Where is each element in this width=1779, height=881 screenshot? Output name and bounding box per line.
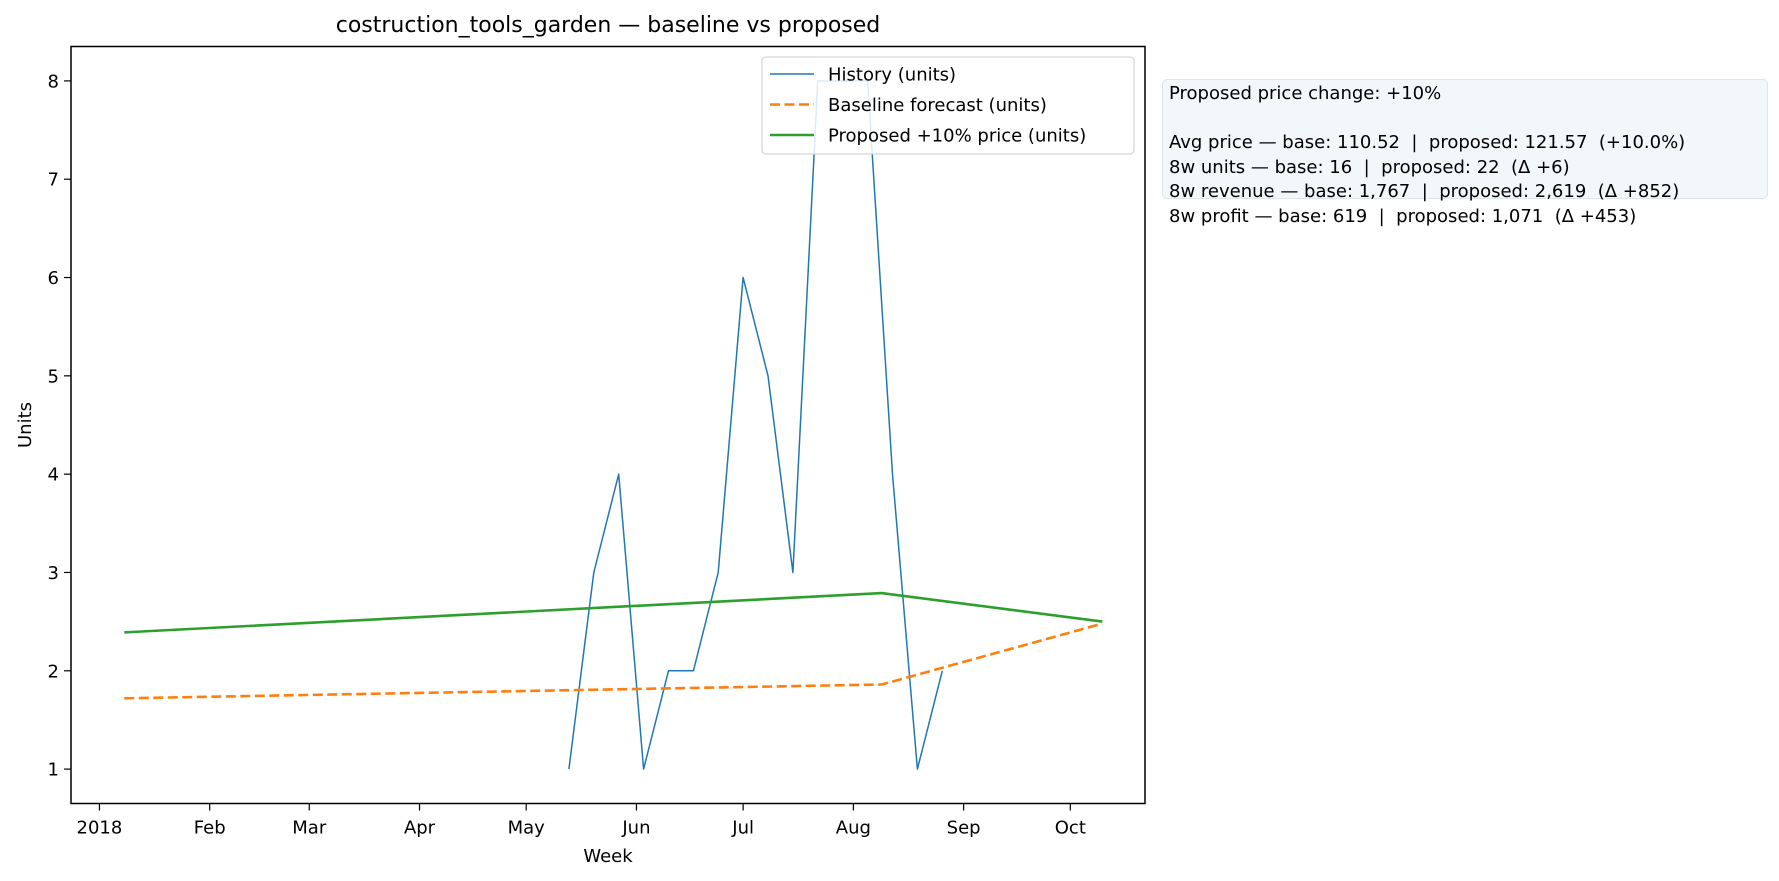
y-tick-label-2: 3 xyxy=(48,563,59,584)
series-line-0 xyxy=(568,80,944,770)
y-tick-label-1: 2 xyxy=(48,661,59,682)
legend-frame xyxy=(761,56,1135,155)
y-tick-label-5: 6 xyxy=(48,268,59,289)
plot-area: 2018 Feb Mar Apr May Jun Jul Aug Sep Oct 1 2 3 4 5 6 7 8 xyxy=(48,45,1146,839)
y-tick-label-6: 7 xyxy=(48,170,59,191)
y-tick-label-3: 4 xyxy=(48,465,59,486)
y-axis-ticks: 1 2 3 4 5 6 7 8 xyxy=(48,71,71,781)
legend-label-2: Proposed +10% price (units) xyxy=(828,126,1086,147)
series-line-2 xyxy=(124,591,1103,634)
y-tick-label-0: 1 xyxy=(48,760,59,781)
legend-label-0: History (units) xyxy=(828,65,956,86)
x-axis-ticks: 2018 Feb Mar Apr May Jun Jul Aug Sep Oct xyxy=(77,803,1086,839)
annotation-line-revenue: 8w revenue — base: 1,767 | proposed: 2,6… xyxy=(1169,181,1680,202)
annotation-line-price-change: Proposed price change: +10% xyxy=(1169,83,1442,104)
series-layer xyxy=(124,80,1103,770)
x-tick-label-8: Sep xyxy=(947,818,981,839)
chart-title: costruction_tools_garden — baseline vs p… xyxy=(336,13,881,38)
annotation-line-profit: 8w profit — base: 619 | proposed: 1,071 … xyxy=(1169,205,1637,227)
legend-items: History (units) Baseline forecast (units)… xyxy=(770,65,1086,147)
x-axis-label: Week xyxy=(583,846,633,867)
series-line-1 xyxy=(124,622,1103,700)
x-tick-label-3: Apr xyxy=(404,818,436,839)
x-tick-label-9: Oct xyxy=(1055,818,1086,839)
annotation-line-units: 8w units — base: 16 | proposed: 22 (Δ +6… xyxy=(1169,156,1570,178)
y-tick-label-7: 8 xyxy=(48,71,59,92)
plot-frame xyxy=(70,45,1146,805)
x-tick-label-5: Jun xyxy=(621,818,650,839)
x-tick-label-4: May xyxy=(508,818,546,839)
legend: History (units) Baseline forecast (units)… xyxy=(761,56,1135,155)
x-tick-label-2: Mar xyxy=(292,818,327,839)
annotation-box: Proposed price change: +10% Avg price — b… xyxy=(1162,79,1768,227)
annotation-spacer xyxy=(1169,107,1761,132)
x-tick-label-7: Aug xyxy=(836,818,871,839)
annotation-line-avg-price: Avg price — base: 110.52 | proposed: 121… xyxy=(1169,132,1686,153)
y-axis-label: Units xyxy=(15,402,36,448)
x-tick-label-0: 2018 xyxy=(77,818,123,839)
x-tick-label-1: Feb xyxy=(194,818,226,839)
x-tick-label-6: Jul xyxy=(731,818,754,839)
y-tick-label-4: 5 xyxy=(48,366,59,387)
legend-label-1: Baseline forecast (units) xyxy=(828,95,1047,116)
